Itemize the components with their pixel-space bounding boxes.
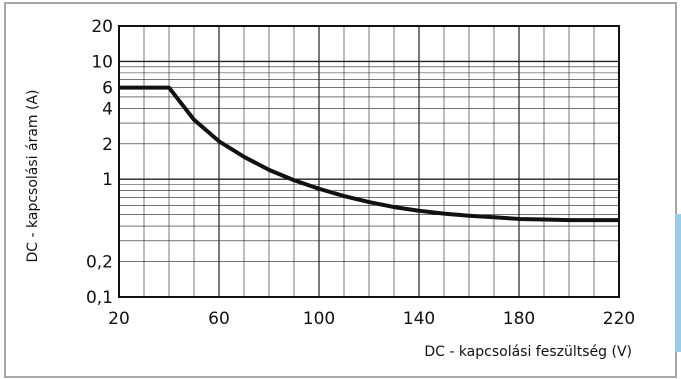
series-line <box>119 85 619 223</box>
y-tick-label: 20 <box>91 17 113 37</box>
x-tick-label: 100 <box>303 309 335 329</box>
y-tick-label: 0,1 <box>86 288 113 308</box>
y-tick-label: 2 <box>102 135 113 155</box>
y-tick-label: 1 <box>102 170 113 190</box>
chart-frame <box>4 2 677 378</box>
x-tick-label: 60 <box>208 309 230 329</box>
x-tick-label: 220 <box>603 309 635 329</box>
y-tick-label: 0,2 <box>86 253 113 273</box>
y-tick-label: 10 <box>91 52 113 72</box>
x-axis-label: DC - kapcsolási feszültség (V) <box>424 344 632 360</box>
accent-side-bar <box>675 214 681 352</box>
x-tick-labels: 20 60 100 140 180 220 <box>108 309 635 329</box>
y-axis-label: DC - kapcsolási áram (A) <box>25 90 41 263</box>
plot-border <box>118 25 620 298</box>
grid <box>118 25 620 298</box>
y-tick-label: 6 <box>102 79 113 99</box>
x-tick-label: 20 <box>108 309 130 329</box>
y-tick-labels: 20 10 64 2 1 0,2 0,1 <box>86 17 113 308</box>
x-tick-label: 180 <box>503 309 535 329</box>
x-tick-label: 140 <box>403 309 435 329</box>
y-tick-label: 4 <box>102 99 113 119</box>
